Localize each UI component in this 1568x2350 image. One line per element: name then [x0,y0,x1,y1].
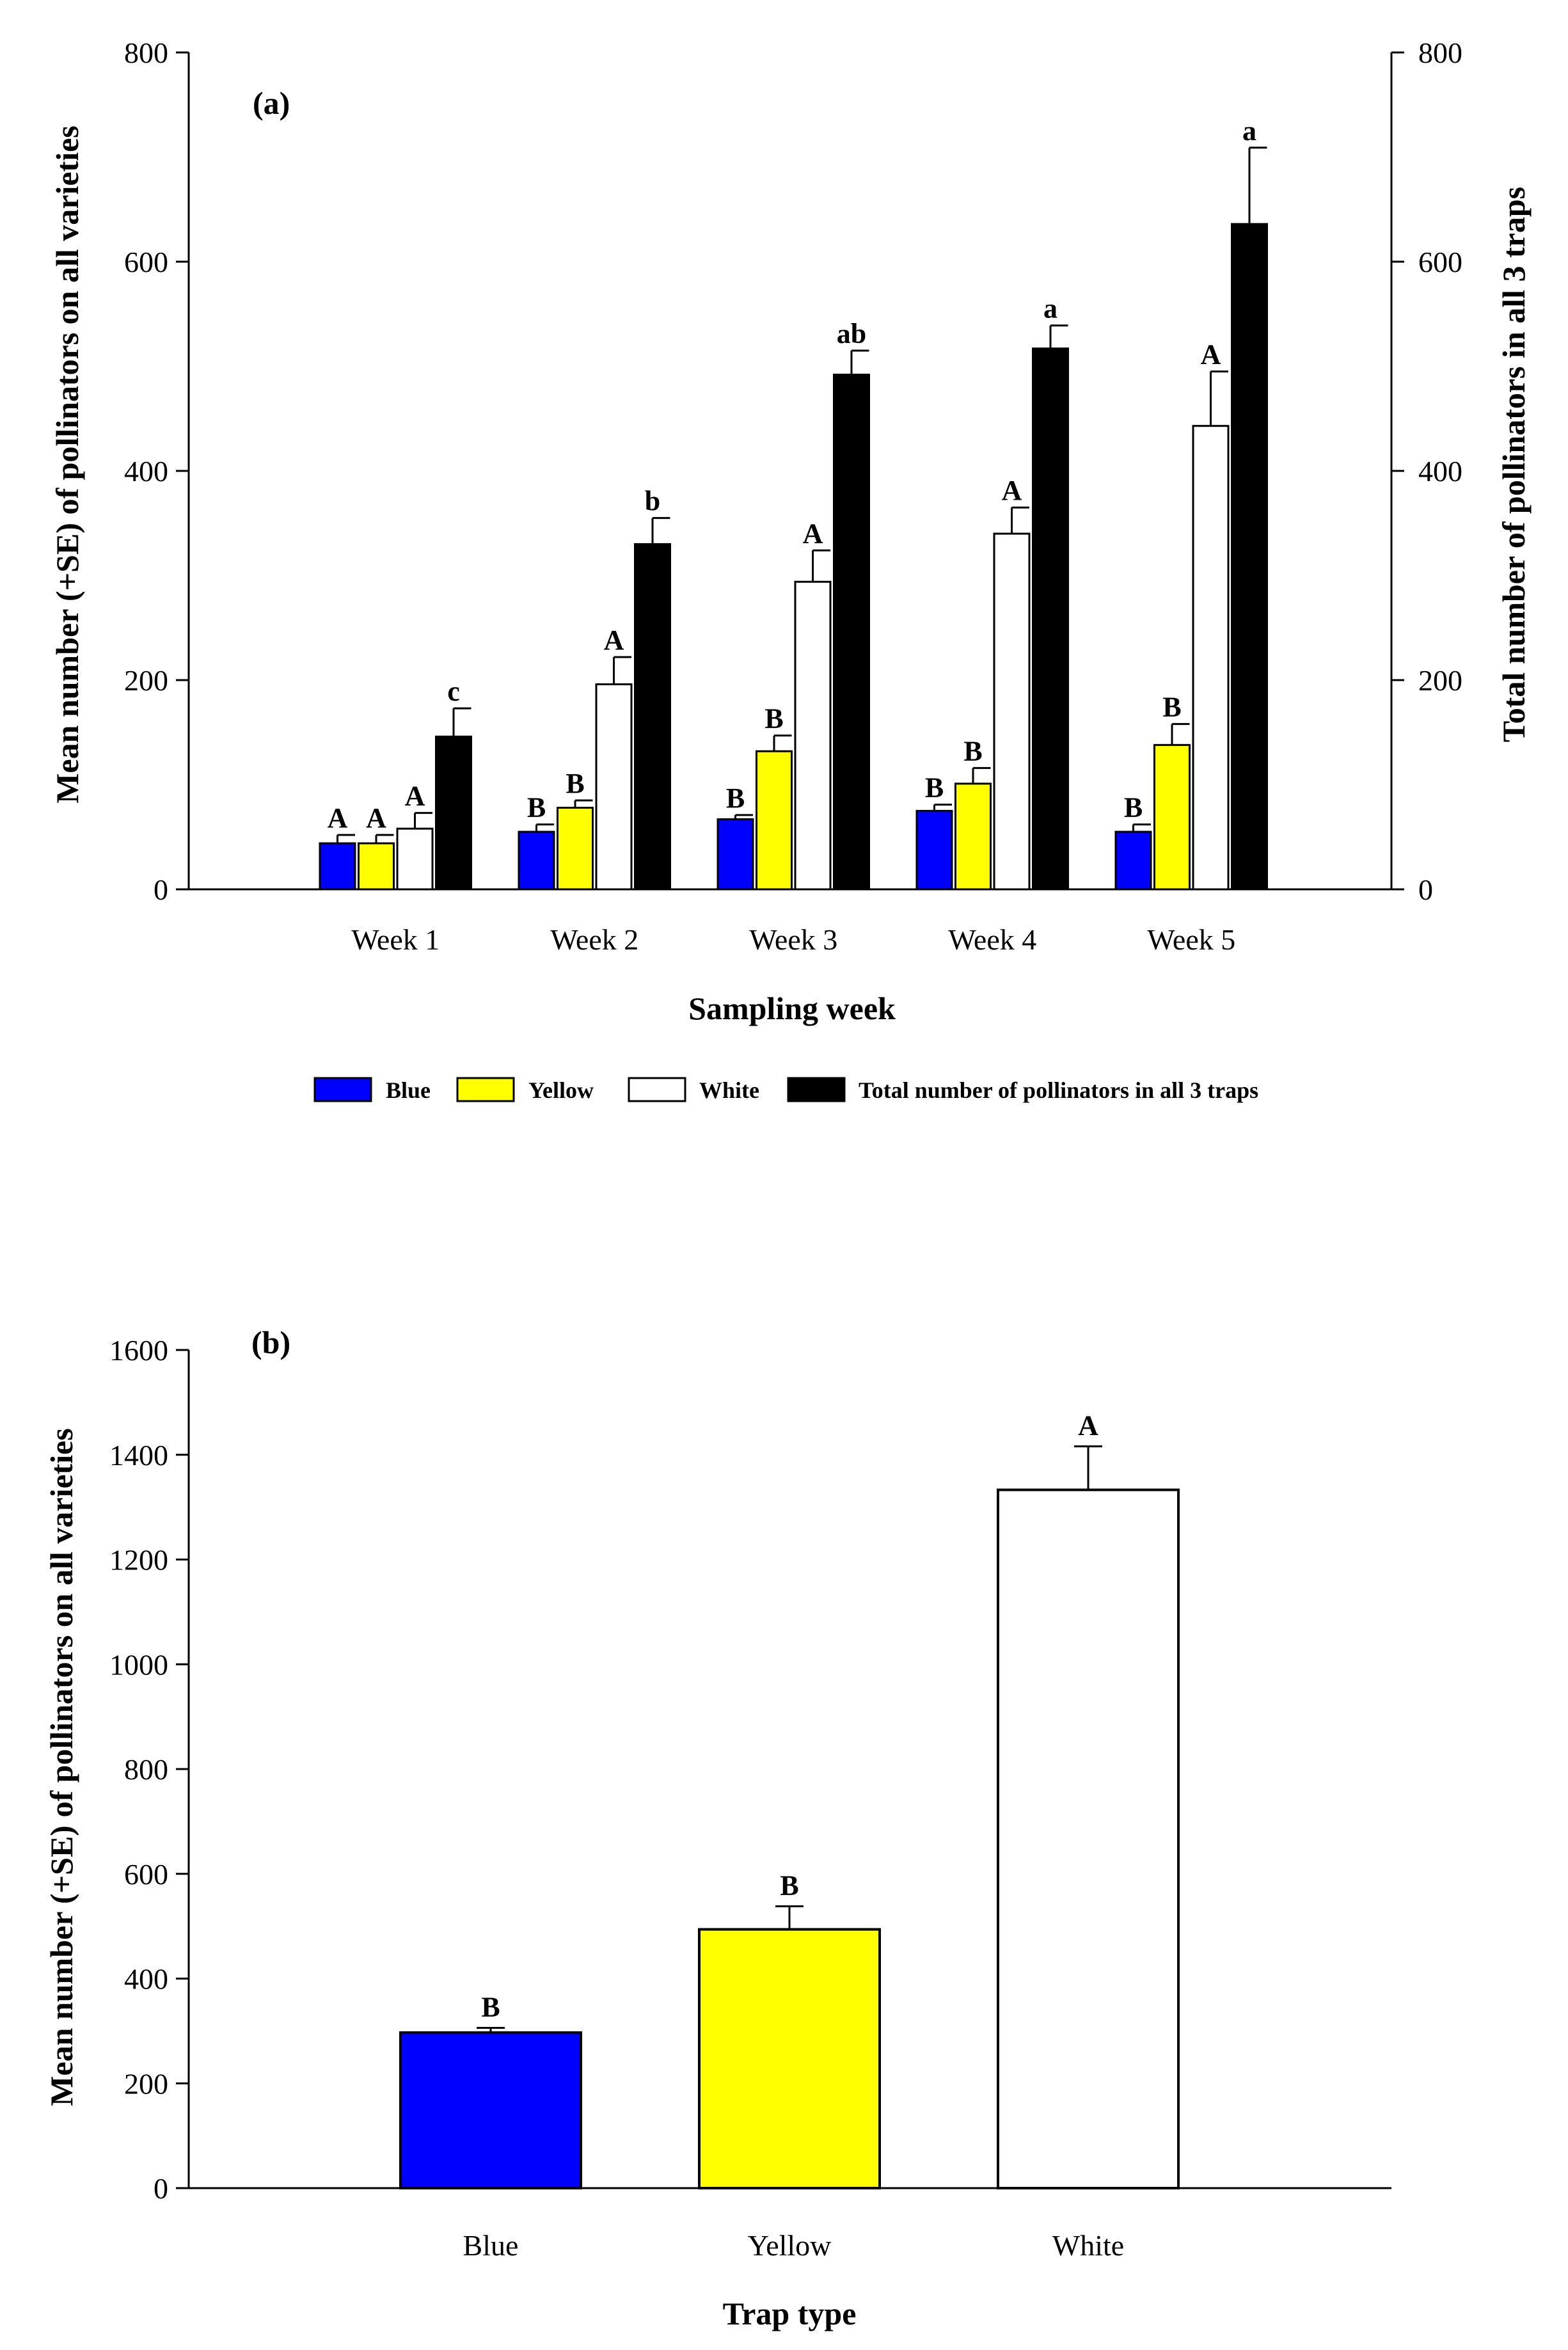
panel-a-x-tick-label: Week 5 [1147,923,1235,956]
panel-b-x-axis-title: Trap type [723,2296,857,2331]
panel-a-legend-swatch [313,1077,372,1102]
panel-a-y-tick-label: 800 [124,36,168,69]
panel-a-significance-label: ab [837,318,866,349]
panel-b-y-tick-label: 400 [124,1963,168,1996]
panel-b: (b) Mean number (+SE) of pollinators on … [44,1324,1391,2331]
panel-a-significance-label: A [803,518,823,549]
panel-b-significance-label: A [1078,1410,1098,1441]
panel-a-bar [993,532,1031,891]
panel-a-y2-tick-label: 600 [1418,246,1462,278]
panel-a-bar [954,782,992,891]
panel-a-significance-label: B [1124,792,1143,823]
panel-b-significance-label: B [481,1991,500,2022]
panel-b-bar [698,1928,881,2190]
panel-b-label: (b) [251,1324,290,1360]
panel-a-bar [756,750,793,891]
panel-a-significance-label: b [645,486,660,517]
panel-a-y-axis-title: Mean number (+SE) of pollinators on all … [49,125,85,804]
panel-a-x-tick-label: Week 3 [749,923,837,956]
panel-a-bar [358,842,395,891]
panel-a-y-tick-label: 400 [124,455,168,488]
panel-a-legend-swatch [787,1077,846,1102]
panel-a-bar [319,842,356,891]
panel-a-bar [1231,223,1268,891]
panel-a-significance-label: B [726,782,745,814]
panel-a-bar [1192,425,1230,891]
panel-a-y2-tick-label: 400 [1418,455,1462,488]
panel-a-bar [634,543,671,891]
panel-a-bar [1153,743,1191,891]
panel-b-y-tick-label: 0 [154,2172,168,2205]
panel-a-significance-label: a [1242,115,1256,147]
panel-a-bar [1114,830,1152,891]
panel-a-x-tick-label: Week 4 [948,923,1036,956]
panel-a-bar [915,809,953,891]
panel-a-significance-label: A [1201,339,1221,370]
panel-a-bar [396,827,434,891]
panel-b-y-axis-title: Mean number (+SE) of pollinators on all … [44,1428,79,2106]
panel-b-significance-label: B [780,1870,798,1901]
panel-a-y-tick-label: 200 [124,664,168,697]
panel-b-x-tick-label: White [1052,2229,1124,2262]
panel-a-y2-tick-label: 800 [1418,36,1462,69]
panel-a-legend-label: Blue [386,1077,431,1103]
panel-a-significance-label: A [1002,475,1022,506]
panel-a-y2-tick-label: 0 [1418,873,1433,906]
panel-a-legend-label: White [699,1077,759,1103]
panel-b-bar [997,1488,1180,2189]
panel-a-x-axis-title: Sampling week [688,990,896,1026]
panel-a-significance-label: B [527,792,546,823]
panel-b-y-tick-label: 1000 [109,1648,168,1681]
panel-a-significance-label: B [963,735,982,766]
panel-a-significance-label: A [405,781,425,812]
panel-a-significance-label: B [566,768,584,799]
panel-a-x-tick-label: Week 1 [351,923,440,956]
panel-a-legend-label: Yellow [528,1077,594,1103]
panel-a-significance-label: B [925,772,944,804]
panel-b-y-tick-label: 1400 [109,1439,168,1472]
panel-b-bar [399,2031,582,2190]
panel-a-legend-swatch [628,1077,686,1102]
panel-a-bar [595,683,633,891]
panel-a-legend-label: Total number of pollinators in all 3 tra… [859,1077,1258,1103]
panel-a-legend: Blue Yellow White Total number of pollinato… [313,1077,1258,1103]
panel-a-y-tick-label: 600 [124,246,168,278]
panel-b-y-tick-label: 600 [124,1858,168,1891]
panel-b-y-tick-label: 1200 [109,1544,168,1576]
panel-a-significance-label: A [328,802,348,834]
panel-a-significance-label: A [366,802,386,834]
panel-b-x-tick-label: Blue [463,2229,519,2262]
panel-a-legend-swatch [456,1077,515,1102]
panel-a-y2-axis-title: Total number of pollinators in all 3 tra… [1496,187,1532,742]
panel-b-x-tick-label: Yellow [748,2229,832,2262]
panel-a-bar [794,580,832,891]
panel-a-y2-tick-label: 200 [1418,664,1462,697]
panel-b-plot-area: 0 200 400 600 800 1000 1200 1400 1600 B Blue B Yello… [109,1334,1391,2262]
panel-a-significance-label: B [1162,692,1181,723]
panel-b-y-tick-label: 1600 [109,1334,168,1367]
panel-a: (a) Mean number (+SE) of pollinators on … [49,36,1532,1103]
panel-a-bar [557,806,594,891]
panel-a-bar [833,374,870,891]
panel-a-bar [435,735,472,891]
panel-a-bar [717,818,754,891]
panel-a-significance-label: B [764,703,783,734]
panel-a-bar [1032,347,1069,891]
panel-a-bar [518,830,555,891]
panel-a-y-tick-label: 0 [154,873,168,906]
panel-a-significance-label: c [447,676,460,707]
panel-a-significance-label: A [604,624,624,656]
panel-a-significance-label: a [1043,293,1057,324]
panel-a-label: (a) [253,85,290,121]
panel-b-y-tick-label: 200 [124,2067,168,2100]
panel-a-x-tick-label: Week 2 [550,923,638,956]
panel-b-y-tick-label: 800 [124,1753,168,1786]
